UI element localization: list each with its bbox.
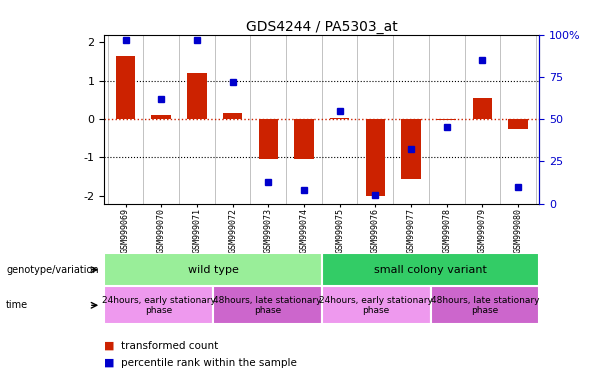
Bar (437, 119, 457, 120)
Bar (330, 118, 349, 119)
Text: ■: ■ (104, 358, 115, 368)
Text: small colony variant: small colony variant (374, 265, 487, 275)
Text: genotype/variation: genotype/variation (6, 265, 99, 275)
Text: ■: ■ (104, 341, 115, 351)
Text: 48hours, late stationary
phase: 48hours, late stationary phase (213, 296, 322, 315)
Bar (223, 113, 243, 119)
Bar (259, 119, 278, 159)
Title: GDS4244 / PA5303_at: GDS4244 / PA5303_at (246, 20, 398, 33)
Bar (365, 119, 385, 196)
Text: percentile rank within the sample: percentile rank within the sample (121, 358, 297, 368)
Bar (508, 119, 528, 129)
Bar (116, 56, 135, 119)
Bar (187, 73, 207, 119)
Bar (104, 286, 213, 324)
Bar (213, 286, 322, 324)
Bar (322, 286, 430, 324)
Text: wild type: wild type (188, 265, 238, 275)
Bar (294, 119, 314, 159)
Text: 48hours, late stationary
phase: 48hours, late stationary phase (431, 296, 539, 315)
Text: 24hours, early stationary
phase: 24hours, early stationary phase (102, 296, 216, 315)
Bar (430, 286, 539, 324)
Bar (473, 98, 492, 119)
Text: transformed count: transformed count (121, 341, 219, 351)
Text: time: time (6, 300, 28, 310)
Bar (401, 119, 421, 179)
Bar (104, 253, 322, 286)
Bar (322, 253, 539, 286)
Text: 24hours, early stationary
phase: 24hours, early stationary phase (319, 296, 433, 315)
Bar (151, 115, 171, 119)
